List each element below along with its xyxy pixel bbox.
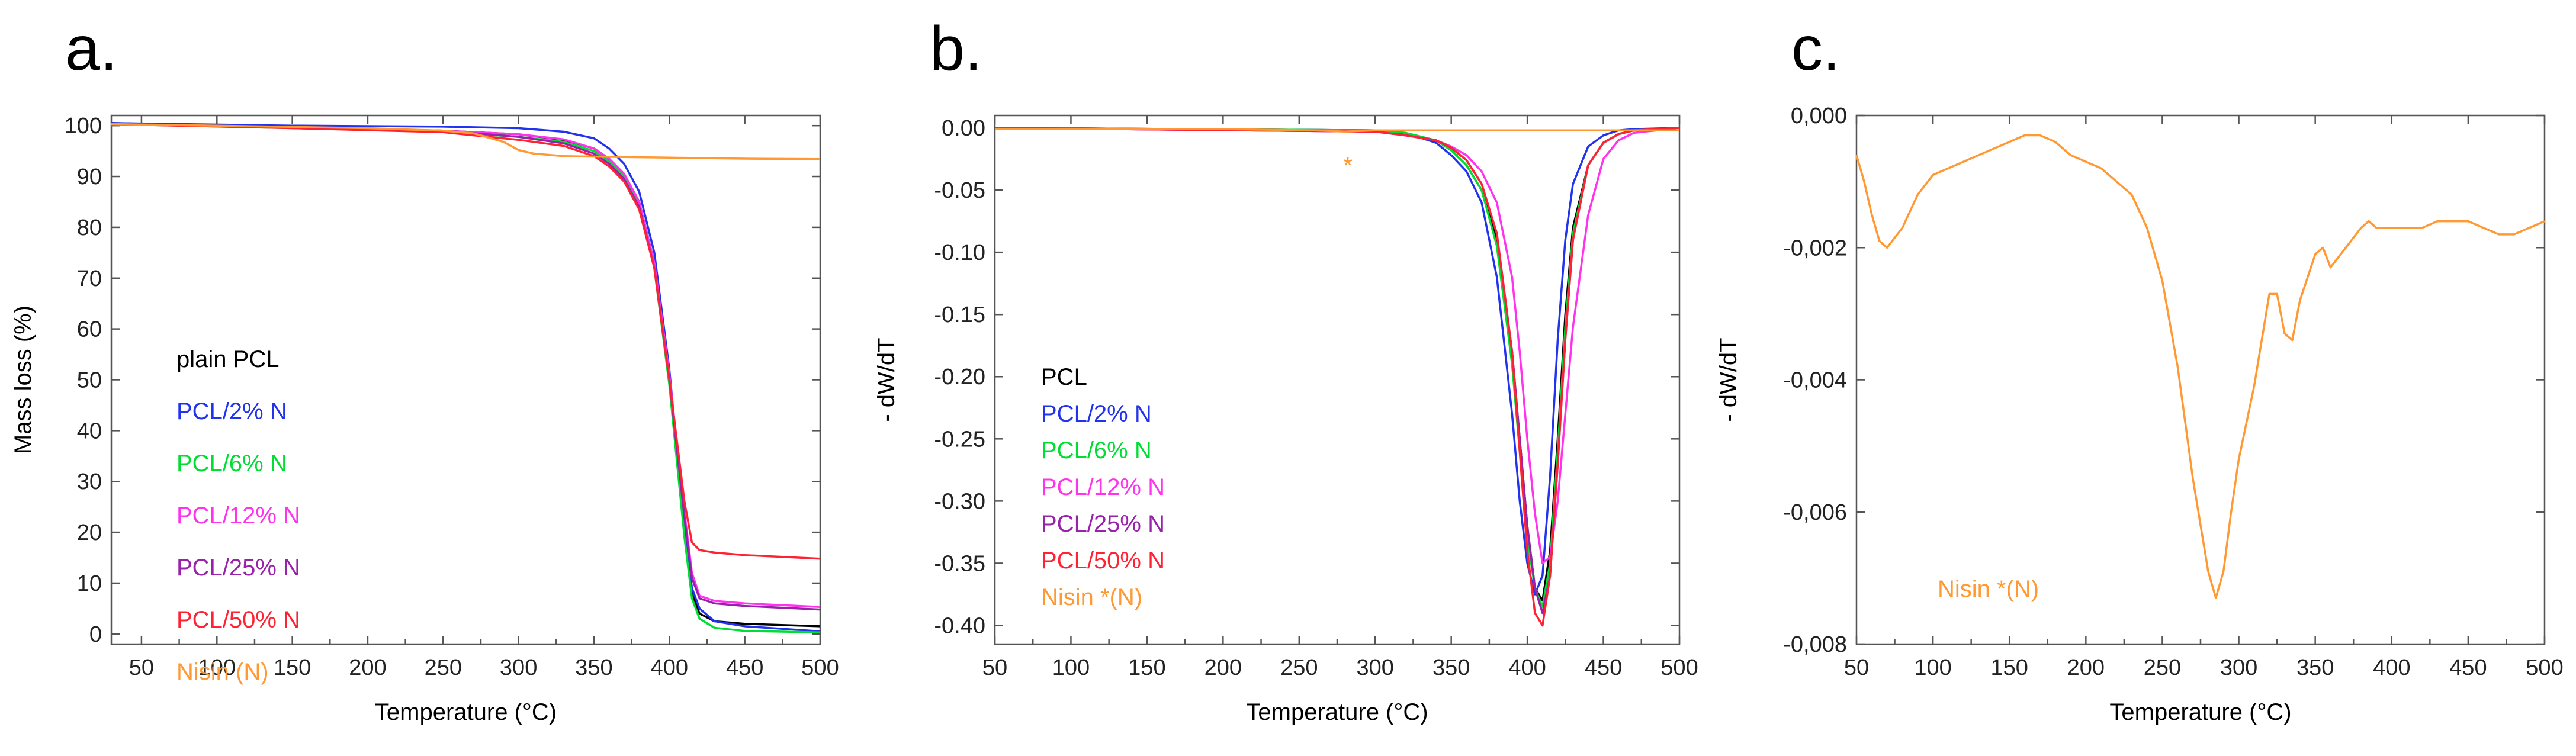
- chart-panel-2: b. 50 100 150 200 250 300 350 400 450 500 0.00 -0.05…: [873, 14, 1698, 725]
- legend-entry: PCL/25% N: [1041, 511, 1165, 537]
- legend-entry: PCL/50% N: [176, 607, 300, 633]
- x-tick-label: 350: [575, 655, 612, 680]
- plot-frame: [1855, 114, 2546, 645]
- legend: Nisin *(N): [1938, 576, 2039, 602]
- y-tick-label: -0.20: [934, 365, 985, 390]
- legend-entry: PCL/6% N: [176, 451, 287, 477]
- series-line-pcl-2-n: [111, 122, 821, 633]
- legend-entry: PCL: [1041, 364, 1087, 390]
- series-line-pcl-12-n: [111, 123, 821, 609]
- y-tick-label: -0,002: [1783, 236, 1847, 260]
- y-tick-label: 80: [77, 215, 102, 240]
- legend-entry: PCL/6% N: [1041, 437, 1152, 464]
- y-tick-label: 90: [77, 165, 102, 189]
- series-line-nisin-n-: [1855, 134, 2545, 599]
- series-line-plain-pcl: [111, 122, 821, 628]
- y-tick-label: 30: [77, 469, 102, 494]
- y-tick-label: -0,006: [1783, 500, 1847, 525]
- x-tick-label: 250: [1280, 655, 1318, 680]
- panel-label: b.: [930, 14, 982, 83]
- series-line-pcl-25-n: [994, 127, 1680, 615]
- legend-entry: Nisin (N): [176, 659, 269, 685]
- x-tick-label: 350: [1432, 655, 1470, 680]
- x-tick-label: 100: [1052, 655, 1090, 680]
- y-tick-label: -0.30: [934, 489, 985, 514]
- legend-entry: Nisin *(N): [1041, 584, 1142, 610]
- x-tick-label: 150: [1991, 655, 2028, 680]
- legend-entry: PCL/2% N: [176, 398, 287, 424]
- y-tick-label: -0,004: [1783, 368, 1847, 393]
- series-line-nisin-n-: [111, 123, 821, 160]
- legend-entry: PCL/50% N: [1041, 548, 1165, 574]
- annotation-marker: *: [1343, 153, 1353, 179]
- series-line-pcl-50-n: [111, 123, 821, 560]
- x-tick-label: 400: [2373, 655, 2410, 680]
- x-tick-label: 300: [500, 655, 537, 680]
- x-tick-label: 400: [651, 655, 688, 680]
- y-tick-label: -0.15: [934, 303, 985, 327]
- x-tick-label: 200: [349, 655, 386, 680]
- x-tick-label: 150: [1128, 655, 1165, 680]
- panel-label: a.: [65, 14, 117, 83]
- legend: PCL PCL/2% N PCL/6% N PCL/12% N PCL/25% N PCL…: [1041, 364, 1165, 610]
- x-tick-label: 50: [129, 655, 154, 680]
- y-tick-label: -0.05: [934, 178, 985, 203]
- x-tick-label: 100: [198, 655, 236, 680]
- x-tick-label: 500: [801, 655, 839, 680]
- x-tick-label: 250: [2144, 655, 2181, 680]
- y-tick-label: 0,000: [1791, 104, 1847, 128]
- x-tick-label: 150: [274, 655, 311, 680]
- x-tick-label: 450: [1585, 655, 1622, 680]
- legend-entry: PCL/25% N: [176, 555, 300, 581]
- y-tick-label: 50: [77, 368, 102, 393]
- y-tick-label: -0.10: [934, 240, 985, 265]
- y-tick-label: -0.40: [934, 613, 985, 638]
- x-tick-label: 50: [1844, 655, 1869, 680]
- y-tick-label: -0.35: [934, 551, 985, 576]
- y-axis-title: - dW/dT: [873, 337, 900, 422]
- x-tick-label: 100: [1914, 655, 1951, 680]
- x-tick-label: 50: [982, 655, 1007, 680]
- y-tick-label: -0,008: [1783, 632, 1847, 657]
- y-tick-label: 0.00: [942, 116, 985, 141]
- x-tick-label: 300: [1357, 655, 1394, 680]
- x-tick-label: 200: [2067, 655, 2105, 680]
- x-tick-label: 350: [2296, 655, 2334, 680]
- legend: plain PCL PCL/2% N PCL/6% N PCL/12% N PCL/25…: [176, 346, 300, 685]
- series-line-pcl-50-n: [994, 127, 1680, 627]
- legend-entry: PCL/12% N: [1041, 474, 1165, 500]
- y-tick-label: 10: [77, 571, 102, 596]
- y-tick-label: 60: [77, 317, 102, 342]
- x-axis-title: Temperature (°C): [375, 699, 557, 725]
- legend-entry: PCL/2% N: [1041, 401, 1152, 427]
- x-axis-title: Temperature (°C): [1246, 699, 1428, 725]
- y-tick-label: 20: [77, 520, 102, 545]
- y-tick-label: 40: [77, 419, 102, 443]
- x-tick-label: 500: [2526, 655, 2563, 680]
- chart-panel-3: c. 50 100 150 200 250 300 350 400 450 500 0,000 -0,0…: [1716, 14, 2564, 725]
- y-tick-label: 0: [89, 622, 102, 647]
- legend-entry: Nisin *(N): [1938, 576, 2039, 602]
- x-tick-label: 200: [1205, 655, 1242, 680]
- x-tick-label: 400: [1508, 655, 1546, 680]
- y-tick-label: -0.25: [934, 427, 985, 452]
- chart-panel-1: a. 50 100 150 200 250 300 350 400 450 500 0 10 20 30 40…: [10, 14, 839, 725]
- x-tick-label: 250: [425, 655, 462, 680]
- series-line-pcl-25-n: [111, 123, 821, 611]
- panel-label: c.: [1791, 14, 1840, 83]
- x-tick-label: 450: [726, 655, 763, 680]
- x-tick-label: 450: [2449, 655, 2487, 680]
- y-tick-label: 70: [77, 266, 102, 291]
- series-line-nisin-n-: [995, 128, 1679, 133]
- legend-entry: plain PCL: [176, 346, 279, 372]
- x-tick-label: 500: [1660, 655, 1698, 680]
- x-axis-title: Temperature (°C): [2109, 699, 2291, 725]
- y-axis-title: Mass loss (%): [10, 305, 36, 454]
- legend-entry: PCL/12% N: [176, 503, 300, 529]
- x-tick-label: 300: [2220, 655, 2257, 680]
- y-tick-label: 100: [65, 114, 102, 139]
- y-axis-title: - dW/dT: [1716, 337, 1742, 422]
